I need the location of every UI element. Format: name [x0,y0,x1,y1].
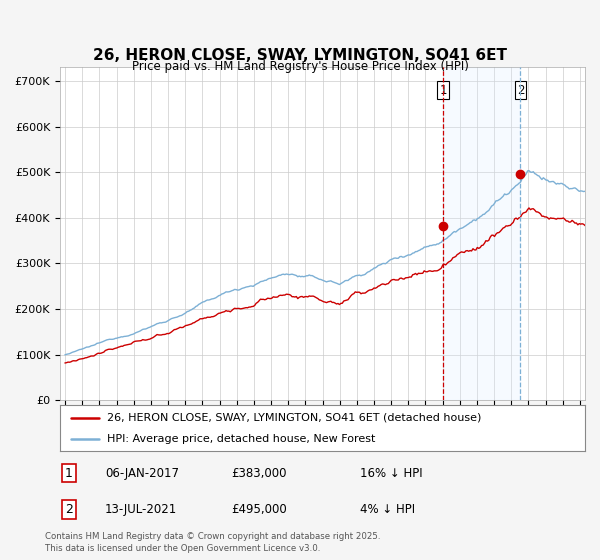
Text: 26, HERON CLOSE, SWAY, LYMINGTON, SO41 6ET: 26, HERON CLOSE, SWAY, LYMINGTON, SO41 6… [93,49,507,63]
Text: 16% ↓ HPI: 16% ↓ HPI [360,466,422,480]
Text: 1: 1 [440,83,447,96]
Text: 2: 2 [517,83,524,96]
Text: £383,000: £383,000 [231,466,287,480]
Text: Contains HM Land Registry data © Crown copyright and database right 2025.
This d: Contains HM Land Registry data © Crown c… [45,533,380,553]
Text: 1: 1 [65,466,73,480]
Text: 06-JAN-2017: 06-JAN-2017 [105,466,179,480]
Text: 4% ↓ HPI: 4% ↓ HPI [360,503,415,516]
Text: Price paid vs. HM Land Registry's House Price Index (HPI): Price paid vs. HM Land Registry's House … [131,59,469,73]
Text: 2: 2 [65,503,73,516]
Text: 13-JUL-2021: 13-JUL-2021 [105,503,177,516]
Text: HPI: Average price, detached house, New Forest: HPI: Average price, detached house, New … [107,435,376,444]
Text: £495,000: £495,000 [231,503,287,516]
Bar [443,67,520,400]
Text: 26, HERON CLOSE, SWAY, LYMINGTON, SO41 6ET (detached house): 26, HERON CLOSE, SWAY, LYMINGTON, SO41 6… [107,413,482,423]
